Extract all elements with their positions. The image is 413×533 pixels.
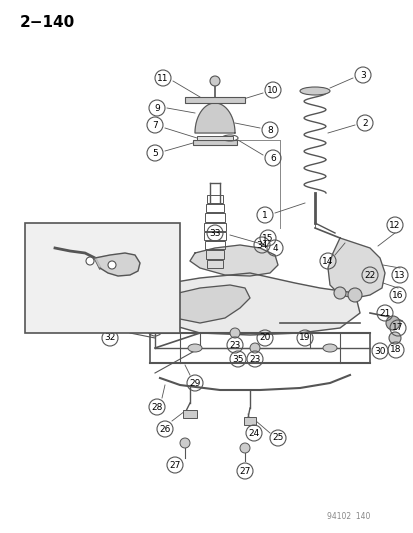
Text: 21: 21 bbox=[378, 309, 390, 318]
Text: 31: 31 bbox=[69, 309, 81, 318]
Text: 27: 27 bbox=[239, 466, 250, 475]
Text: 8: 8 bbox=[266, 125, 272, 134]
Text: 32: 32 bbox=[104, 334, 115, 343]
Text: 13: 13 bbox=[393, 271, 405, 279]
Text: 5: 5 bbox=[152, 149, 157, 157]
Text: 32: 32 bbox=[95, 311, 105, 319]
Text: 18: 18 bbox=[389, 345, 401, 354]
Text: 27: 27 bbox=[169, 461, 180, 470]
Polygon shape bbox=[190, 245, 277, 276]
Bar bbox=[203, 223, 226, 231]
Polygon shape bbox=[95, 253, 140, 276]
Bar bbox=[204, 241, 225, 249]
Text: 23: 23 bbox=[249, 354, 260, 364]
Circle shape bbox=[180, 438, 190, 448]
Bar bbox=[206, 204, 223, 212]
Text: 2: 2 bbox=[361, 118, 367, 127]
Text: 35: 35 bbox=[232, 354, 243, 364]
Bar bbox=[185, 97, 244, 103]
Bar bbox=[192, 140, 236, 145]
Text: 2−140: 2−140 bbox=[20, 15, 75, 30]
Text: 34: 34 bbox=[256, 240, 267, 249]
Text: 6: 6 bbox=[269, 154, 275, 163]
Text: 30: 30 bbox=[149, 324, 160, 333]
Bar bbox=[203, 232, 226, 240]
Ellipse shape bbox=[188, 344, 202, 352]
Text: 16: 16 bbox=[391, 290, 403, 300]
Bar bbox=[25, 223, 180, 333]
Polygon shape bbox=[150, 273, 359, 335]
Text: 20: 20 bbox=[259, 334, 270, 343]
Circle shape bbox=[385, 316, 399, 330]
Polygon shape bbox=[150, 285, 249, 323]
Text: 17: 17 bbox=[391, 324, 403, 333]
Text: 23: 23 bbox=[229, 341, 240, 350]
Ellipse shape bbox=[322, 344, 336, 352]
Bar bbox=[206, 251, 223, 259]
Bar bbox=[206, 195, 222, 203]
Circle shape bbox=[230, 328, 240, 338]
Bar bbox=[243, 417, 255, 425]
Bar bbox=[197, 136, 233, 140]
Text: 9: 9 bbox=[154, 103, 159, 112]
Polygon shape bbox=[327, 238, 384, 298]
Circle shape bbox=[240, 443, 249, 453]
Circle shape bbox=[108, 261, 116, 269]
Text: 33: 33 bbox=[209, 229, 220, 238]
Circle shape bbox=[86, 257, 94, 265]
Polygon shape bbox=[195, 103, 235, 133]
Text: 10: 10 bbox=[267, 85, 278, 94]
Text: 24: 24 bbox=[248, 429, 259, 438]
Text: 4: 4 bbox=[271, 244, 277, 253]
Ellipse shape bbox=[299, 87, 329, 95]
Text: 25: 25 bbox=[272, 433, 283, 442]
Text: 30: 30 bbox=[37, 229, 47, 238]
Text: 28: 28 bbox=[151, 402, 162, 411]
Text: 26: 26 bbox=[159, 424, 170, 433]
Text: 29: 29 bbox=[189, 378, 200, 387]
Circle shape bbox=[347, 288, 361, 302]
Circle shape bbox=[249, 343, 259, 353]
Text: 1: 1 bbox=[261, 211, 267, 220]
Text: 22: 22 bbox=[363, 271, 375, 279]
Text: 7: 7 bbox=[152, 120, 157, 130]
Text: 15: 15 bbox=[261, 233, 273, 243]
Text: 30: 30 bbox=[373, 346, 385, 356]
Text: 94102  140: 94102 140 bbox=[326, 512, 369, 521]
Text: 11: 11 bbox=[157, 74, 169, 83]
Circle shape bbox=[388, 332, 400, 344]
Text: 3: 3 bbox=[359, 70, 365, 79]
Bar bbox=[206, 260, 222, 268]
Circle shape bbox=[209, 76, 219, 86]
Text: 14: 14 bbox=[322, 256, 333, 265]
Bar bbox=[204, 213, 225, 222]
Text: 12: 12 bbox=[388, 221, 400, 230]
Text: 19: 19 bbox=[299, 334, 310, 343]
Circle shape bbox=[333, 287, 345, 299]
Bar bbox=[183, 410, 197, 418]
Text: 31: 31 bbox=[50, 294, 60, 303]
